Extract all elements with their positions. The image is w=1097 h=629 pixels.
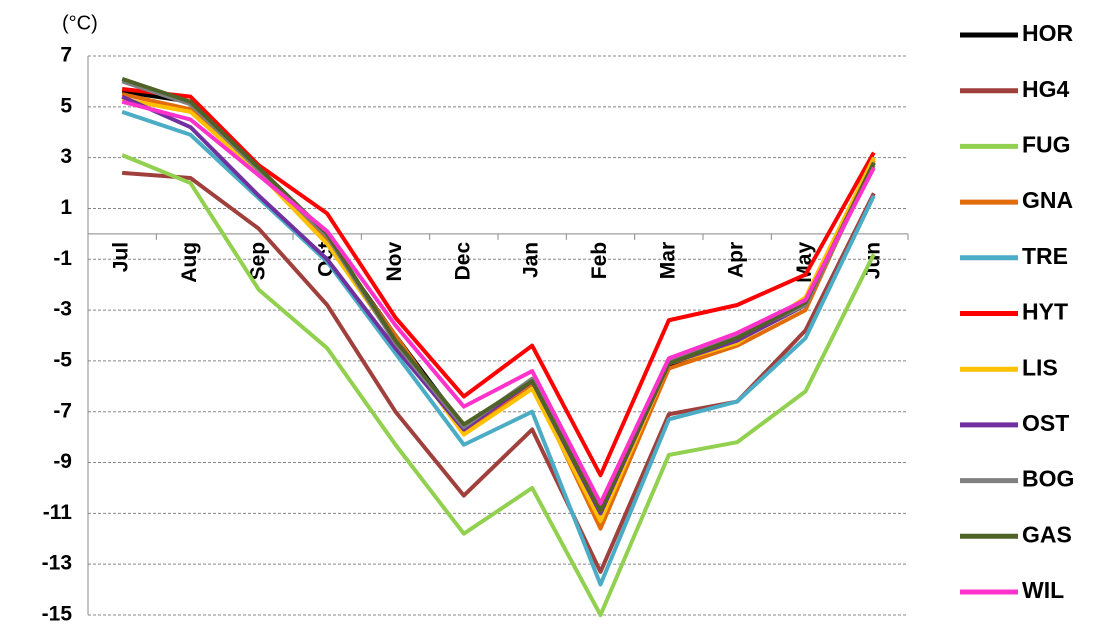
legend-label: FUG: [1022, 131, 1071, 157]
x-tick-label: Jul: [110, 242, 133, 272]
series-line: [121, 87, 876, 478]
x-tick-label: Dec: [451, 242, 474, 281]
y-unit: (°C): [62, 12, 98, 34]
legend-label: GNA: [1022, 187, 1073, 213]
legend-label: HG4: [1022, 76, 1070, 102]
y-tick-label: 7: [60, 44, 72, 67]
legend-label: TRE: [1022, 243, 1068, 269]
series-line: [121, 153, 876, 617]
y-tick-label: -7: [53, 399, 72, 422]
x-tick-label: Feb: [588, 242, 611, 279]
series-line: [121, 94, 876, 516]
x-tick-label: Nov: [383, 242, 406, 282]
y-tick-label: -3: [53, 298, 72, 321]
y-tick-label: 5: [60, 94, 72, 117]
legend-label: OST: [1022, 410, 1069, 436]
y-tick-label: -1: [53, 247, 72, 270]
legend-label: LIS: [1022, 354, 1058, 380]
series-line: [121, 76, 876, 513]
y-tick-label: -13: [42, 552, 72, 575]
y-tick-label: -9: [53, 450, 72, 473]
x-tick-label: Sep: [246, 242, 269, 281]
x-tick-label: Aug: [178, 242, 201, 283]
y-tick-label: -15: [42, 603, 73, 626]
x-tick-label: May: [793, 242, 816, 283]
legend-label: GAS: [1022, 521, 1072, 547]
x-tick-label: Mar: [656, 242, 679, 279]
legend-label: HOR: [1022, 20, 1074, 46]
y-tick-label: -5: [53, 348, 72, 371]
x-tick-label: Apr: [725, 242, 748, 278]
legend-label: HYT: [1022, 299, 1068, 325]
legend-label: WIL: [1022, 577, 1064, 603]
y-tick-label: 3: [60, 145, 72, 168]
y-tick-label: -11: [43, 501, 73, 524]
series-line: [121, 99, 876, 506]
legend-label: BOG: [1022, 466, 1074, 492]
x-tick-label: Jan: [520, 242, 543, 278]
series-line: [121, 110, 876, 587]
y-tick-label: 1: [60, 196, 72, 219]
